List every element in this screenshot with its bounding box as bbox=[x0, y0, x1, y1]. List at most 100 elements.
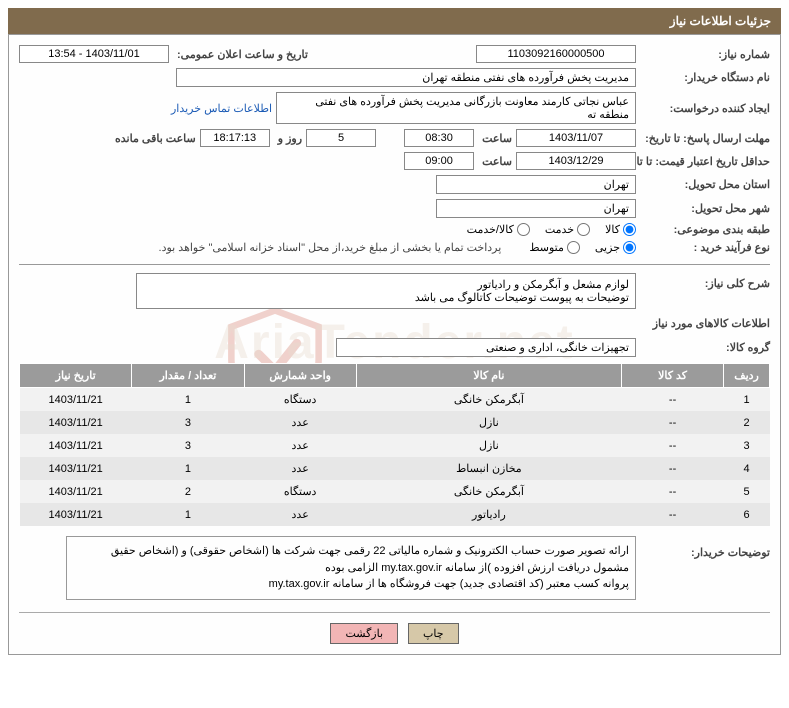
radio-kala[interactable]: کالا bbox=[605, 223, 636, 236]
table-cell: 1403/11/21 bbox=[20, 434, 132, 457]
purchase-note: پرداخت تمام یا بخشی از مبلغ خرید،از محل … bbox=[155, 241, 502, 254]
table-cell: آبگرمکن خانگی bbox=[356, 480, 621, 503]
table-cell: عدد bbox=[244, 503, 356, 526]
province-value: تهران bbox=[436, 175, 636, 194]
table-cell: عدد bbox=[244, 434, 356, 457]
th-name: نام کالا bbox=[356, 364, 621, 388]
table-cell: نازل bbox=[356, 434, 621, 457]
need-number-value: 1103092160000500 bbox=[476, 45, 636, 63]
announce-label: تاریخ و ساعت اعلان عمومی: bbox=[173, 48, 308, 61]
subject-class-label: طبقه بندی موضوعی: bbox=[640, 223, 770, 236]
buyer-org-value: مدیریت پخش فرآورده های نفتی منطقه تهران bbox=[176, 68, 636, 87]
radio-medium-input[interactable] bbox=[567, 241, 580, 254]
row-subject-class: طبقه بندی موضوعی: کالا خدمت کالا/خدمت bbox=[19, 223, 770, 236]
table-cell: 1 bbox=[132, 388, 244, 412]
radio-medium-label: متوسط bbox=[529, 241, 564, 254]
row-purchase-type: نوع فرآیند خرید : جزیی متوسط پرداخت تمام… bbox=[19, 241, 770, 254]
table-row: 3--نازلعدد31403/11/21 bbox=[20, 434, 770, 457]
table-row: 6--رادیاتورعدد11403/11/21 bbox=[20, 503, 770, 526]
buyer-desc-box: ارائه تصویر صورت حساب الکترونیک و شماره … bbox=[66, 536, 636, 600]
table-cell: 3 bbox=[724, 434, 770, 457]
table-cell: 5 bbox=[724, 480, 770, 503]
buyer-desc-line: ارائه تصویر صورت حساب الکترونیک و شماره … bbox=[73, 543, 629, 576]
radio-khedmat[interactable]: خدمت bbox=[545, 223, 590, 236]
table-cell: 1 bbox=[724, 388, 770, 412]
table-cell: نازل bbox=[356, 411, 621, 434]
table-cell: مخازن انبساط bbox=[356, 457, 621, 480]
city-label: شهر محل تحویل: bbox=[640, 202, 770, 215]
row-need-number: شماره نیاز: 1103092160000500 تاریخ و ساع… bbox=[19, 45, 770, 63]
divider-1 bbox=[19, 264, 770, 265]
validity-date: 1403/12/29 bbox=[516, 152, 636, 170]
subject-class-radios: کالا خدمت کالا/خدمت bbox=[467, 223, 636, 236]
th-code: کد کالا bbox=[622, 364, 724, 388]
back-button[interactable]: بازگشت bbox=[330, 623, 398, 644]
table-cell: -- bbox=[622, 411, 724, 434]
table-cell: 4 bbox=[724, 457, 770, 480]
remain-days: 5 bbox=[306, 129, 376, 147]
deadline-time-label: ساعت bbox=[478, 132, 512, 145]
button-bar: چاپ بازگشت bbox=[19, 612, 770, 644]
table-cell: دستگاه bbox=[244, 480, 356, 503]
requester-value: عباس نجاتی کارمند معاونت بازرگانی مدیریت… bbox=[276, 92, 636, 124]
radio-medium[interactable]: متوسط bbox=[529, 241, 580, 254]
table-cell: 1 bbox=[132, 457, 244, 480]
row-city: شهر محل تحویل: تهران bbox=[19, 199, 770, 218]
announce-value: 1403/11/01 - 13:54 bbox=[19, 45, 169, 63]
validity-time: 09:00 bbox=[404, 152, 474, 170]
row-general-desc: شرح کلی نیاز: لوازم مشعل و آبگرمکن و راد… bbox=[19, 273, 770, 309]
buyer-desc-line: پروانه کسب معتبر (کد اقتصادی جدید) جهت ف… bbox=[73, 576, 629, 593]
table-cell: 3 bbox=[132, 411, 244, 434]
goods-group-label: گروه کالا: bbox=[640, 341, 770, 354]
table-cell: 1403/11/21 bbox=[20, 503, 132, 526]
th-idx: ردیف bbox=[724, 364, 770, 388]
radio-minor-input[interactable] bbox=[623, 241, 636, 254]
th-unit: واحد شمارش bbox=[244, 364, 356, 388]
requester-label: ایجاد کننده درخواست: bbox=[640, 102, 770, 115]
general-desc-box: لوازم مشعل و آبگرمکن و رادیاتور توضیحات … bbox=[136, 273, 636, 309]
row-requester: ایجاد کننده درخواست: عباس نجاتی کارمند م… bbox=[19, 92, 770, 124]
goods-table: ردیف کد کالا نام کالا واحد شمارش تعداد /… bbox=[19, 363, 770, 526]
province-label: استان محل تحویل: bbox=[640, 178, 770, 191]
table-cell: -- bbox=[622, 434, 724, 457]
radio-minor[interactable]: جزیی bbox=[595, 241, 636, 254]
table-cell: -- bbox=[622, 480, 724, 503]
table-cell: -- bbox=[622, 388, 724, 412]
table-cell: دستگاه bbox=[244, 388, 356, 412]
table-cell: عدد bbox=[244, 411, 356, 434]
row-deadline: مهلت ارسال پاسخ: تا تاریخ: 1403/11/07 سا… bbox=[19, 129, 770, 147]
table-cell: -- bbox=[622, 503, 724, 526]
print-button[interactable]: چاپ bbox=[408, 623, 459, 644]
row-buyer-org: نام دستگاه خریدار: مدیریت پخش فرآورده ها… bbox=[19, 68, 770, 87]
radio-kala-input[interactable] bbox=[623, 223, 636, 236]
radio-both-input[interactable] bbox=[517, 223, 530, 236]
table-header-row: ردیف کد کالا نام کالا واحد شمارش تعداد /… bbox=[20, 364, 770, 388]
table-cell: 1403/11/21 bbox=[20, 480, 132, 503]
row-province: استان محل تحویل: تهران bbox=[19, 175, 770, 194]
goods-group-value: تجهیزات خانگی، اداری و صنعتی bbox=[336, 338, 636, 357]
page-header: جزئیات اطلاعات نیاز bbox=[8, 8, 781, 34]
days-word: روز و bbox=[274, 132, 302, 145]
table-cell: 2 bbox=[132, 480, 244, 503]
table-cell: 3 bbox=[132, 434, 244, 457]
radio-minor-label: جزیی bbox=[595, 241, 620, 254]
contact-link[interactable]: اطلاعات تماس خریدار bbox=[171, 102, 272, 115]
general-desc-label: شرح کلی نیاز: bbox=[640, 273, 770, 290]
radio-both[interactable]: کالا/خدمت bbox=[467, 223, 530, 236]
table-cell: 6 bbox=[724, 503, 770, 526]
validity-label: حداقل تاریخ اعتبار قیمت: تا تاریخ: bbox=[640, 155, 770, 168]
radio-khedmat-input[interactable] bbox=[577, 223, 590, 236]
buyer-desc-label: توضیحات خریدار: bbox=[640, 536, 770, 559]
goods-info-title: اطلاعات کالاهای مورد نیاز bbox=[19, 317, 770, 330]
table-cell: رادیاتور bbox=[356, 503, 621, 526]
table-cell: 1403/11/21 bbox=[20, 411, 132, 434]
remain-word: ساعت باقی مانده bbox=[111, 132, 196, 145]
deadline-label: مهلت ارسال پاسخ: تا تاریخ: bbox=[640, 132, 770, 145]
table-row: 5--آبگرمکن خانگیدستگاه21403/11/21 bbox=[20, 480, 770, 503]
table-cell: آبگرمکن خانگی bbox=[356, 388, 621, 412]
purchase-type-radios: جزیی متوسط bbox=[529, 241, 636, 254]
general-desc-line2: توضیحات به پیوست توضیحات کاتالوگ می باشد bbox=[143, 291, 629, 304]
table-cell: 2 bbox=[724, 411, 770, 434]
validity-time-label: ساعت bbox=[478, 155, 512, 168]
table-cell: عدد bbox=[244, 457, 356, 480]
